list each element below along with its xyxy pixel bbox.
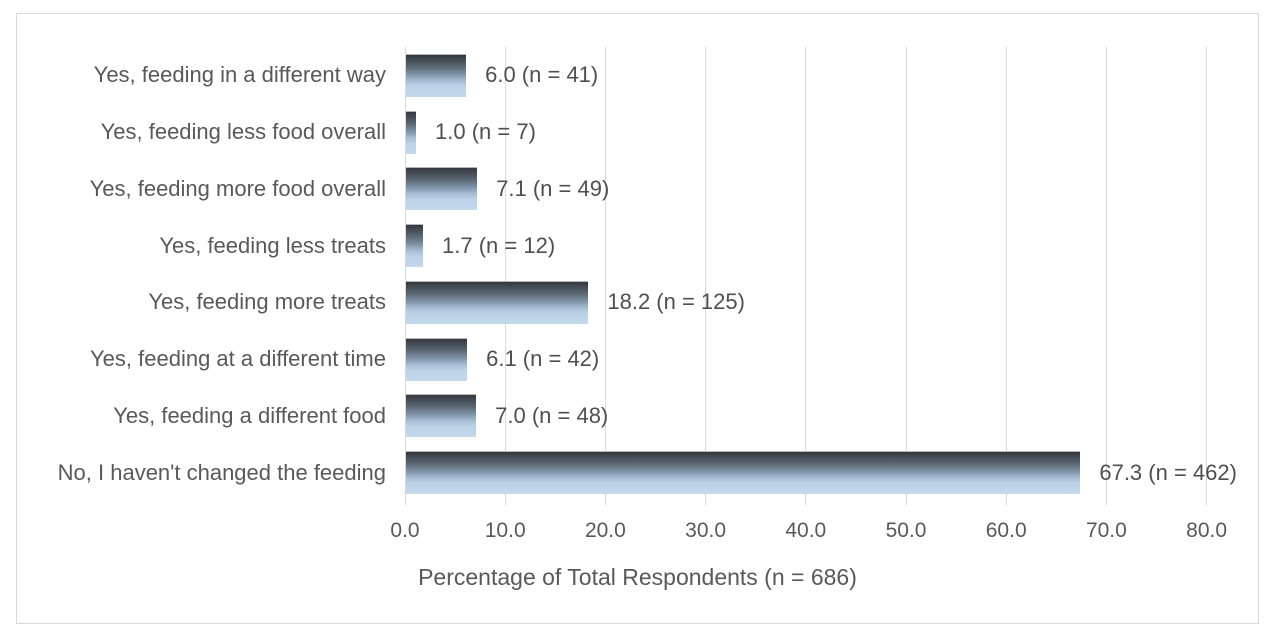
- category-label: Yes, feeding more food overall: [89, 175, 386, 201]
- bar-value-label: 6.0 (n = 41): [485, 62, 599, 88]
- gridline: [1005, 47, 1007, 505]
- bar: [406, 224, 424, 268]
- x-axis-tick-label: 80.0: [1186, 519, 1228, 542]
- bar: [406, 280, 589, 324]
- x-axis-tick-label: 50.0: [885, 519, 927, 542]
- category-label: Yes, feeding a different food: [113, 402, 386, 428]
- x-axis-tick-label: 60.0: [985, 519, 1027, 542]
- bar: [406, 337, 468, 381]
- gridline: [905, 47, 907, 505]
- chart-frame: Yes, feeding in a different way Yes, feed…: [16, 13, 1259, 624]
- x-axis-title: Percentage of Total Respondents (n = 686…: [418, 564, 857, 590]
- gridline: [404, 47, 406, 505]
- bar: [406, 53, 467, 97]
- category-label: Yes, feeding less food overall: [100, 119, 386, 145]
- category-label: Yes, feeding in a different way: [93, 62, 386, 88]
- bar: [406, 394, 477, 438]
- x-axis-tick-label: 30.0: [685, 519, 727, 542]
- bar-value-label: 6.1 (n = 42): [486, 346, 600, 372]
- bar: [406, 110, 417, 154]
- gridline: [604, 47, 606, 505]
- bar-value-label: 7.1 (n = 49): [496, 175, 610, 201]
- x-axis-tick-label: 70.0: [1085, 519, 1127, 542]
- bar-value-label: 1.0 (n = 7): [435, 119, 536, 145]
- gridline: [805, 47, 807, 505]
- bar-value-label: 1.7 (n = 12): [442, 232, 556, 258]
- x-axis-tick-label: 0.0: [390, 519, 420, 542]
- x-axis-tick-label: 40.0: [785, 519, 827, 542]
- bar: [406, 167, 478, 211]
- category-label: No, I haven't changed the feeding: [57, 459, 386, 485]
- category-label: Yes, feeding at a different time: [90, 346, 386, 372]
- gridline: [1105, 47, 1107, 505]
- category-label: Yes, feeding more treats: [148, 289, 386, 315]
- x-axis-tick-label: 10.0: [484, 519, 526, 542]
- bar-value-label: 7.0 (n = 48): [495, 402, 609, 428]
- gridline: [705, 47, 707, 505]
- category-label: Yes, feeding less treats: [159, 232, 386, 258]
- bar-value-label: 67.3 (n = 462): [1099, 459, 1237, 485]
- gridline: [504, 47, 506, 505]
- x-axis-tick-label: 20.0: [584, 519, 626, 542]
- bar-value-label: 18.2 (n = 125): [607, 289, 745, 315]
- gridline: [1206, 47, 1208, 505]
- bar: [406, 451, 1081, 495]
